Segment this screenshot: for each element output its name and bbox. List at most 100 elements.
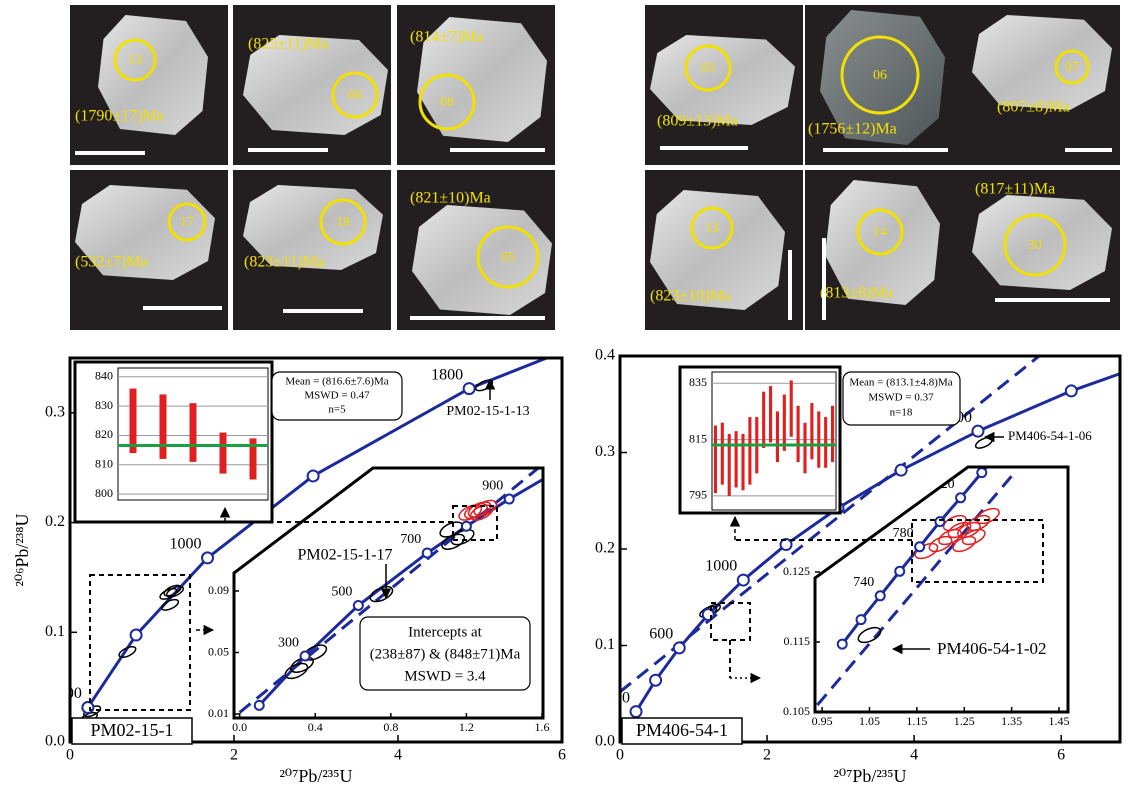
age-error-bar	[714, 426, 717, 494]
y-tick-label: 0.01	[208, 706, 229, 720]
concordia-age-point	[896, 465, 907, 476]
concordia-age-point	[462, 522, 471, 531]
spot-age: (823±10)Ma	[650, 288, 731, 305]
info-text: MSWD = 0.37	[868, 392, 934, 404]
age-error-bar	[831, 406, 834, 462]
cl-image: 07 (807±8)Ma	[962, 5, 1120, 165]
analysis-ellipse	[474, 378, 494, 393]
x-tick-label: 4	[910, 746, 918, 763]
cl-image: 08 (814±7)Ma	[397, 5, 555, 165]
y-tick-label: 815	[689, 431, 707, 445]
spot-number: 07	[1065, 60, 1079, 75]
annotation: PM406-54-1-02	[937, 639, 1047, 658]
cl-image: 06(1756±12)Ma	[805, 5, 963, 165]
sample-label: PM406-54-1	[636, 720, 728, 740]
concordia-age-point	[423, 549, 432, 558]
y-tick-label: 0.125	[783, 564, 810, 578]
y-tick-label: 0.0	[595, 733, 615, 750]
y-tick-label: 0.1	[45, 623, 65, 640]
x-tick-label: 1.05	[859, 714, 880, 728]
concordia-age-point	[354, 601, 363, 610]
spot-age: (1756±12)Ma	[808, 121, 897, 138]
spot-age: (532±7)Ma	[75, 254, 148, 271]
age-error-bar	[810, 403, 813, 459]
info-text: Mean = (813.1±4.8)Ma	[849, 377, 952, 389]
cl-image: 18(823±11)Ma	[233, 170, 391, 330]
spot-age: (809±13)Ma	[657, 113, 738, 130]
concordia-age-point	[82, 702, 93, 713]
x-tick-label: 1.15	[906, 714, 927, 728]
y-tick-label: 830	[95, 398, 113, 412]
x-tick-label: 0.0	[232, 720, 247, 734]
spot-age: (814±7)Ma	[410, 29, 483, 46]
concordia-age-label: 1000	[705, 558, 737, 575]
spot-number: 06	[348, 88, 362, 103]
x-tick-label: 0.4	[308, 720, 323, 734]
concordia-age-point	[999, 444, 1008, 453]
y-tick-label: 0.3	[45, 404, 65, 421]
info-text: MSWD = 3.4	[404, 668, 486, 684]
concordia-age-point	[505, 495, 514, 504]
concordia-age-label: 700	[400, 532, 421, 547]
age-error-bar	[824, 417, 827, 468]
annotation: PM02-15-1-13	[446, 404, 529, 419]
spot-age: (825±11)Ma	[248, 36, 328, 53]
spot-number: 05	[501, 250, 515, 265]
spot-age: (1790±17)Ma	[75, 108, 164, 125]
spot-age: (817±11)Ma	[975, 181, 1055, 198]
y-tick-label: 0.4	[595, 347, 615, 364]
weighted-mean-chart: 795815835	[680, 367, 840, 513]
x-axis-label: ²⁰⁷Pb/²³⁵U	[280, 766, 353, 786]
x-tick-label: 2	[230, 746, 238, 763]
concordia-age-point	[464, 383, 475, 394]
zircon-grain	[972, 15, 1112, 110]
x-tick-label: 1.6	[535, 720, 550, 734]
spot-age: (807±8)Ma	[997, 99, 1070, 116]
age-error-bar	[735, 431, 738, 487]
concordia-age-point	[956, 493, 965, 502]
concordia-age-point	[255, 701, 264, 710]
age-error-bar	[803, 423, 806, 474]
age-error-bar	[728, 434, 731, 496]
age-error-bar	[790, 380, 793, 436]
x-tick-label: 0.95	[812, 714, 833, 728]
age-error-bar	[769, 386, 772, 442]
spot-age: (813±8)Ma	[820, 285, 893, 302]
concordia-age-point	[935, 517, 944, 526]
concordia-age-point	[674, 642, 685, 653]
x-tick-label: 1.2	[459, 720, 474, 734]
cl-image: 06 (825±11)Ma	[233, 5, 391, 165]
concordia-age-point	[857, 615, 866, 624]
age-error-bar	[741, 434, 744, 490]
annotation: PM02-15-1-17	[297, 547, 392, 564]
concordia-age-label: 500	[331, 585, 352, 600]
age-error-bar	[130, 389, 137, 454]
age-error-bar	[721, 423, 724, 485]
x-tick-label: 1.45	[1048, 714, 1069, 728]
concordia-age-point	[838, 640, 847, 649]
y-tick-label: 0.09	[208, 583, 229, 597]
y-tick-label: 810	[95, 457, 113, 471]
info-text: n=5	[328, 404, 346, 416]
info-text: n=18	[890, 407, 913, 419]
concordia-age-label: 200	[606, 689, 630, 706]
concordia-age-point	[977, 468, 986, 477]
cl-image: 13(1790±17)Ma	[70, 5, 228, 165]
y-tick-label: 0.105	[783, 704, 810, 718]
spot-number: 08	[440, 95, 454, 110]
info-text: Mean = (816.6±7.6)Ma	[285, 376, 388, 388]
x-tick-label: 1.35	[1001, 714, 1022, 728]
concordia-age-point	[131, 630, 142, 641]
x-tick-label: 6	[558, 746, 566, 763]
age-error-bar	[783, 395, 786, 451]
concordia-age-point	[972, 426, 983, 437]
page: 13(1790±17)Ma 06 (825±11)Ma 08 (814±7)Ma 17 (5…	[0, 0, 1133, 794]
concordia-age-point	[301, 652, 310, 661]
concordia-age-label: 1800	[431, 366, 463, 383]
x-tick-label: 0.8	[383, 720, 398, 734]
age-error-bar	[797, 406, 800, 462]
spot-number: 17	[180, 215, 194, 230]
y-tick-label: 820	[95, 427, 113, 441]
annotation: PM406-54-1-06	[1008, 428, 1092, 443]
